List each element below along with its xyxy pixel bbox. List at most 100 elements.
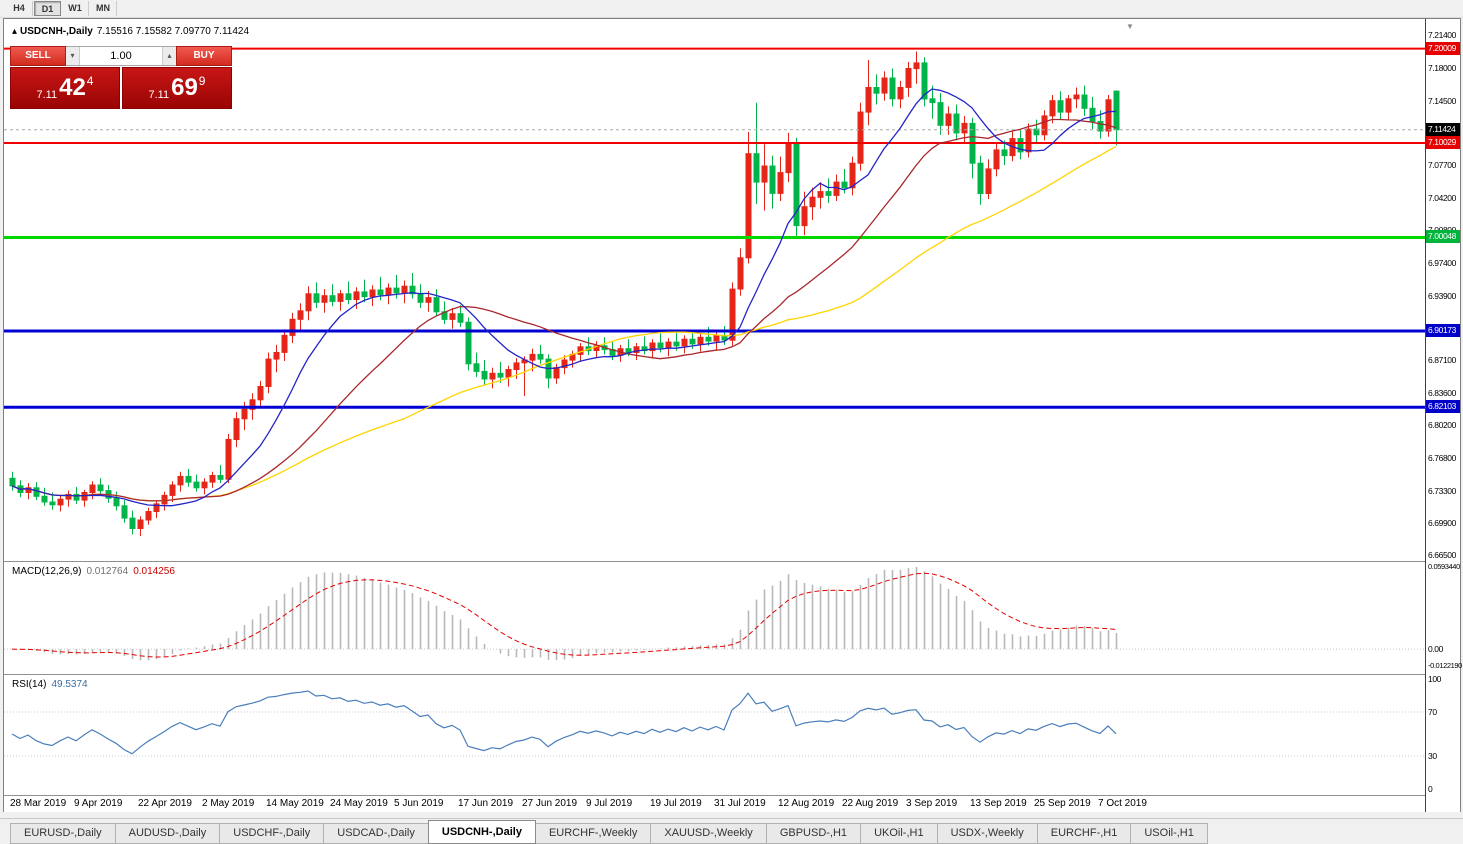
buy-price-pips: 69 [171, 74, 198, 101]
macd-histogram [19, 567, 1118, 661]
price-axis-label: 6.66500 [1428, 550, 1456, 560]
chart-tab-usdcnh-daily[interactable]: USDCNH-,Daily [427, 820, 536, 844]
period-button-mn[interactable]: MN [90, 1, 117, 16]
sell-price[interactable]: 7.11 42 4 [10, 67, 120, 109]
price-axis-label: 7.07700 [1428, 160, 1456, 170]
price-axis-label: 6.93900 [1428, 291, 1456, 301]
sell-price-point: 4 [86, 74, 94, 88]
price-axis-label: 6.87100 [1428, 355, 1456, 365]
one-click-trading-panel: SELL ▾ 1.00 ▴ BUY 7.11 42 4 7.11 69 9 [10, 46, 232, 109]
date-label: 5 Jun 2019 [394, 798, 444, 809]
chart-window: 28 Mar 2019 9 Apr 2019 22 Apr 2019 2 May 20… [3, 18, 1462, 812]
date-label: 12 Aug 2019 [778, 798, 835, 809]
date-label: 19 Jul 2019 [650, 798, 702, 809]
price-axis-label: 6.97400 [1428, 258, 1456, 268]
collapse-arrow-icon[interactable]: ▴ [12, 26, 18, 37]
price-badge-7.10029: 7.10029 [1426, 136, 1460, 149]
price-scale[interactable]: 7.214007.180007.145007.077007.042007.008… [1425, 19, 1462, 812]
rsi-scale-70: 70 [1428, 707, 1437, 717]
date-label: 13 Sep 2019 [970, 798, 1027, 809]
period-button-d1[interactable]: D1 [34, 1, 61, 16]
panel-separator[interactable] [4, 674, 1460, 675]
price-axis-label: 6.76800 [1428, 453, 1456, 463]
price-axis-label: 7.18000 [1428, 63, 1456, 73]
timeframe-toolbar: H4 D1 W1 MN [0, 0, 1463, 18]
price-axis-label: 7.21400 [1428, 30, 1456, 40]
chart-tab-gbpusd-h1[interactable]: GBPUSD-,H1 [765, 823, 862, 844]
chart-title-symbol: USDCNH-,Daily [20, 26, 93, 37]
buy-button[interactable]: BUY [176, 46, 232, 66]
price-axis-label: 6.69900 [1428, 518, 1456, 528]
macd-scale-min: -0.0122190 [1428, 661, 1462, 670]
candles-layer [9, 51, 1120, 537]
chart-tab-usdx-weekly[interactable]: USDX-,Weekly [936, 823, 1038, 844]
buy-price[interactable]: 7.11 69 9 [122, 67, 232, 109]
chart-tab-ukoil-h1[interactable]: UKOil-,H1 [860, 823, 938, 844]
chart-tab-usdchf-daily[interactable]: USDCHF-,Daily [219, 823, 325, 844]
rsi-value: 49.5374 [51, 679, 88, 690]
chart-tab-audusd-daily[interactable]: AUDUSD-,Daily [114, 823, 221, 844]
sell-price-base: 7.11 [36, 89, 58, 101]
date-label: 9 Jul 2019 [586, 798, 633, 809]
date-label: 22 Apr 2019 [138, 798, 192, 809]
date-label: 3 Sep 2019 [906, 798, 958, 809]
sell-button[interactable]: SELL [10, 46, 66, 66]
price-axis-label: 6.83600 [1428, 388, 1456, 398]
macd-name: MACD(12,26,9) [12, 566, 82, 577]
date-label: 27 Jun 2019 [522, 798, 578, 809]
date-label: 25 Sep 2019 [1034, 798, 1091, 809]
date-label: 14 May 2019 [266, 798, 324, 809]
date-label: 9 Apr 2019 [74, 798, 123, 809]
ma-line-50 [11, 146, 1117, 502]
macd-value-main: 0.012764 [86, 566, 129, 577]
buy-price-base: 7.11 [148, 89, 170, 101]
price-badge-6.90173: 6.90173 [1426, 324, 1460, 337]
date-label: 28 Mar 2019 [10, 798, 67, 809]
chart-shift-marker-icon[interactable]: ▼ [1126, 22, 1134, 31]
price-axis-label: 7.14500 [1428, 96, 1456, 106]
chart-tab-usdcad-daily[interactable]: USDCAD-,Daily [323, 823, 429, 844]
volume-decrease-button[interactable]: ▾ [66, 47, 80, 65]
price-badge-7.11424: 7.11424 [1426, 123, 1460, 136]
macd-value-signal: 0.014256 [133, 566, 175, 577]
chart-tab-xauusd-weekly[interactable]: XAUUSD-,Weekly [650, 823, 767, 844]
price-badge-7.20009: 7.20009 [1426, 42, 1460, 55]
price-axis-label: 7.04200 [1428, 193, 1456, 203]
buy-price-point: 9 [198, 74, 206, 88]
ma-line-10 [11, 88, 1117, 507]
macd-panel[interactable] [4, 562, 1425, 674]
rsi-line [11, 690, 1117, 755]
panel-separator [4, 795, 1460, 796]
volume-field: ▾ 1.00 ▴ [66, 46, 176, 66]
rsi-panel[interactable] [4, 675, 1425, 795]
date-label: 24 May 2019 [330, 798, 388, 809]
macd-signal-line [11, 572, 1117, 658]
rsi-indicator-label: RSI(14) 49.5374 [12, 679, 88, 690]
panel-separator[interactable] [4, 561, 1460, 562]
rsi-name: RSI(14) [12, 679, 47, 690]
volume-increase-button[interactable]: ▴ [162, 47, 176, 65]
chart-tab-usoil-h1[interactable]: USOil-,H1 [1130, 823, 1208, 844]
main-chart[interactable] [4, 19, 1425, 561]
sell-price-pips: 42 [59, 74, 86, 101]
time-scale[interactable]: 28 Mar 2019 9 Apr 2019 22 Apr 2019 2 May 20… [4, 796, 1425, 812]
macd-scale-max: 0.0593440 [1428, 562, 1460, 571]
rsi-scale-30: 30 [1428, 751, 1437, 761]
date-label: 2 May 2019 [202, 798, 255, 809]
macd-scale-zero: 0.00 [1428, 644, 1443, 654]
chart-tab-eurchf-weekly[interactable]: EURCHF-,Weekly [534, 823, 652, 844]
period-button-h4[interactable]: H4 [6, 1, 33, 16]
period-button-w1[interactable]: W1 [62, 1, 89, 16]
chart-title-ohlc: 7.15516 7.15582 7.09770 7.11424 [96, 26, 250, 37]
rsi-scale-100: 100 [1428, 674, 1441, 684]
date-label: 17 Jun 2019 [458, 798, 514, 809]
ma-line-25 [11, 118, 1117, 502]
date-label: 7 Oct 2019 [1098, 798, 1147, 809]
chart-tab-eurchf-h1[interactable]: EURCHF-,H1 [1036, 823, 1132, 844]
volume-input[interactable]: 1.00 [110, 50, 132, 62]
chart-tab-eurusd-daily[interactable]: EURUSD-,Daily [10, 823, 116, 844]
chart-tab-bar: EURUSD-,Daily AUDUSD-,Daily USDCHF-,Daily U… [0, 818, 1463, 844]
chart-title: ▴ USDCNH-,Daily 7.15516 7.15582 7.09770 7.… [12, 26, 249, 37]
date-label: 31 Jul 2019 [714, 798, 766, 809]
